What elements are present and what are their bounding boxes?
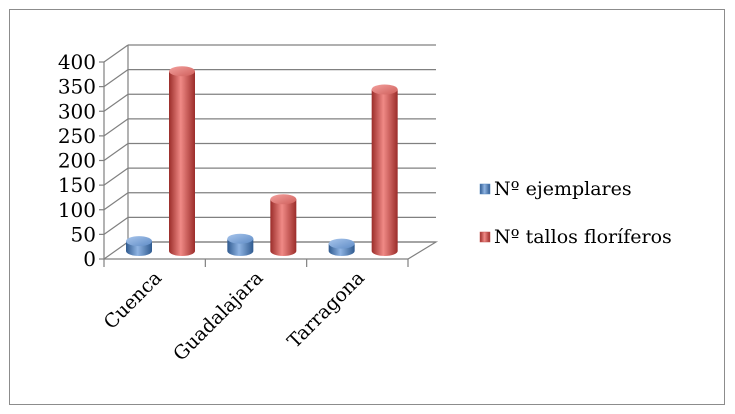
gridline-side — [103, 241, 129, 260]
legend: Nº ejemplares Nº tallos floríferos — [479, 178, 672, 248]
gridline-side — [103, 44, 129, 63]
legend-item: Nº ejemplares — [479, 178, 632, 200]
gridline-side — [103, 93, 129, 112]
y-tick-label: 350 — [58, 75, 96, 99]
legend-label: Nº ejemplares — [494, 178, 632, 200]
bar-top — [371, 84, 398, 95]
y-tick-label: 150 — [58, 173, 96, 197]
bar-top — [169, 66, 195, 77]
y-tick-label: 200 — [58, 149, 96, 173]
gridline-side — [103, 216, 129, 235]
gridline-side — [103, 69, 129, 88]
y-tick-label: 100 — [58, 198, 96, 222]
category-label: Cuenca — [100, 267, 167, 334]
y-tick-label: 0 — [83, 247, 96, 271]
gridline-side — [103, 192, 129, 211]
y-tick-label: 250 — [58, 124, 96, 148]
bar-body — [169, 71, 195, 256]
gridline-side — [103, 118, 129, 137]
bar-top — [227, 233, 254, 244]
bar-body — [270, 199, 297, 256]
bar-top — [328, 238, 355, 249]
legend-swatch — [479, 183, 491, 195]
bar-body — [371, 89, 398, 257]
bar-top — [270, 194, 297, 205]
bars — [126, 66, 398, 257]
legend-label: Nº tallos floríferos — [494, 226, 672, 248]
bar — [169, 66, 195, 256]
bar-top — [126, 236, 152, 247]
bar — [126, 236, 152, 256]
legend-swatch — [479, 231, 491, 243]
bar — [270, 194, 297, 256]
y-tick-label: 300 — [58, 99, 96, 123]
gridline-side — [103, 167, 129, 186]
category-labels: Cuenca Guadalajara Tarragona — [100, 267, 369, 365]
bar — [371, 84, 398, 257]
category-label: Tarragona — [283, 267, 369, 353]
bar — [328, 238, 355, 256]
legend-item: Nº tallos floríferos — [479, 226, 672, 248]
category-label: Guadalajara — [169, 267, 267, 365]
y-tick-label: 50 — [71, 222, 96, 246]
gridline-side — [103, 143, 129, 161]
bar — [227, 233, 254, 256]
y-tick-label: 400 — [58, 50, 96, 74]
